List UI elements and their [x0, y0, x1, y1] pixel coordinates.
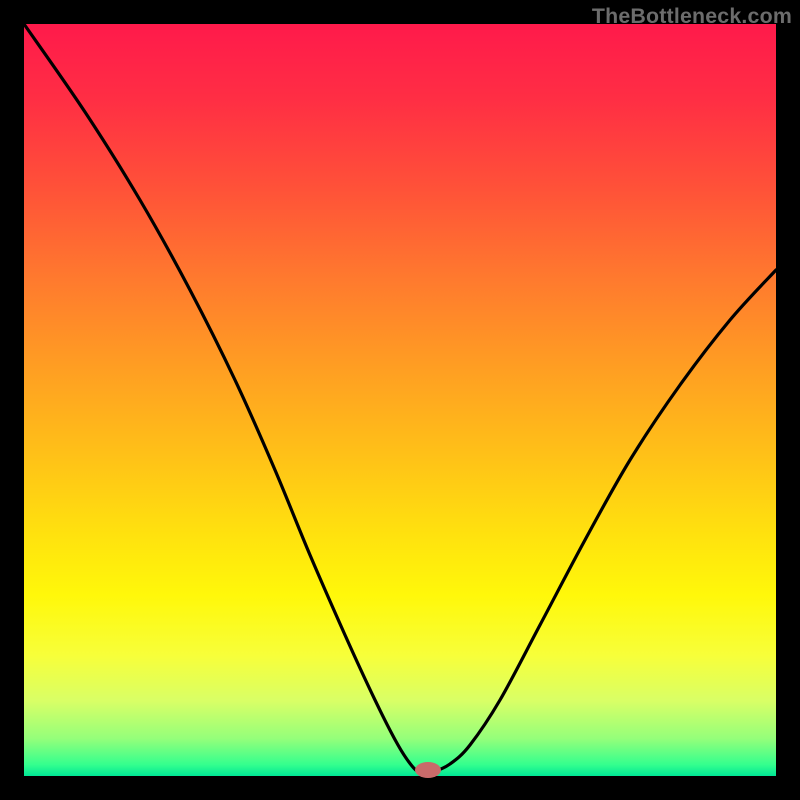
- watermark-text: TheBottleneck.com: [592, 4, 792, 29]
- optimal-marker: [415, 762, 441, 778]
- bottleneck-chart: [0, 0, 800, 800]
- chart-stage: TheBottleneck.com: [0, 0, 800, 800]
- plot-background: [24, 24, 776, 776]
